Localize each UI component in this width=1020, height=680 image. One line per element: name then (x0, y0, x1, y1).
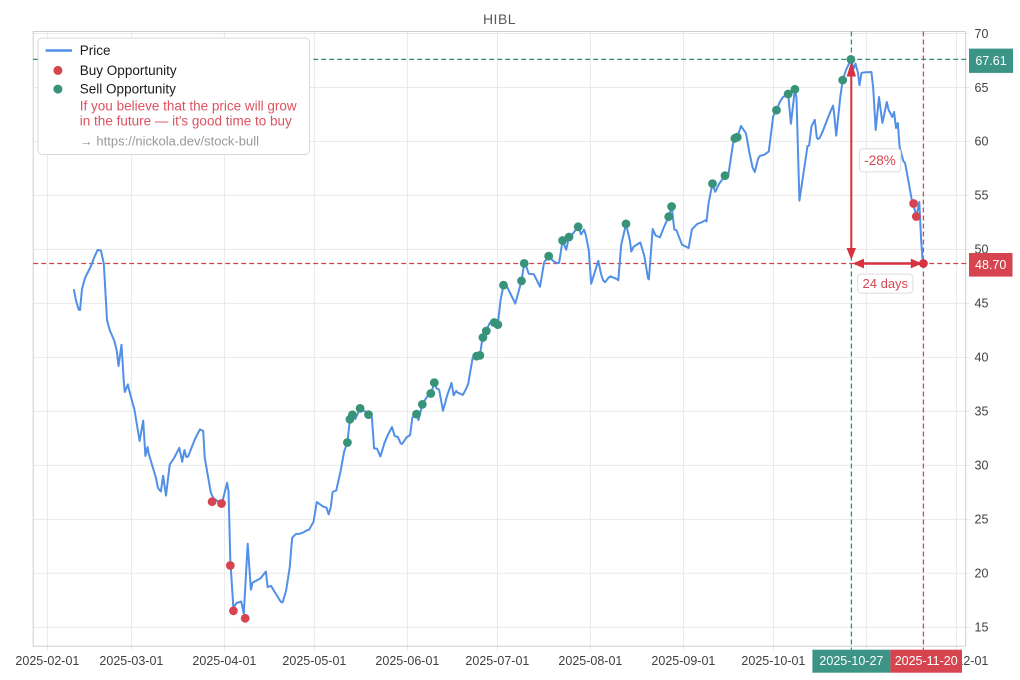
svg-text:2025-10-27: 2025-10-27 (819, 654, 883, 668)
svg-text:2025-03-01: 2025-03-01 (99, 654, 163, 668)
svg-text:2025-10-01: 2025-10-01 (741, 654, 805, 668)
svg-text:→ https://nickola.dev/stock-bu: → https://nickola.dev/stock-bull (80, 133, 259, 148)
svg-text:15: 15 (975, 621, 989, 635)
svg-text:2025-08-01: 2025-08-01 (558, 654, 622, 668)
svg-text:30: 30 (975, 459, 989, 473)
svg-text:If you believe that the price: If you believe that the price will grow (80, 99, 297, 114)
svg-text:67.61: 67.61 (975, 54, 1006, 68)
svg-text:40: 40 (975, 351, 989, 365)
svg-text:Sell Opportunity: Sell Opportunity (80, 82, 176, 97)
svg-text:60: 60 (975, 135, 989, 149)
svg-text:Price: Price (80, 43, 111, 58)
svg-text:2025-07-01: 2025-07-01 (465, 654, 529, 668)
svg-text:45: 45 (975, 297, 989, 311)
svg-text:55: 55 (975, 189, 989, 203)
svg-text:2025-05-01: 2025-05-01 (282, 654, 346, 668)
svg-text:2025-02-01: 2025-02-01 (15, 654, 79, 668)
svg-text:2025-09-01: 2025-09-01 (651, 654, 715, 668)
svg-text:70: 70 (975, 27, 989, 41)
svg-text:25: 25 (975, 513, 989, 527)
svg-text:65: 65 (975, 81, 989, 95)
svg-text:-28%: -28% (864, 153, 896, 168)
svg-text:20: 20 (975, 567, 989, 581)
svg-text:Buy Opportunity: Buy Opportunity (80, 63, 177, 78)
svg-text:2025-11-20: 2025-11-20 (895, 654, 958, 668)
svg-text:48.70: 48.70 (975, 258, 1006, 272)
svg-text:24 days: 24 days (863, 276, 909, 291)
svg-text:HIBL: HIBL (483, 11, 516, 27)
svg-text:2025-06-01: 2025-06-01 (375, 654, 439, 668)
svg-text:2025-04-01: 2025-04-01 (192, 654, 256, 668)
svg-text:in the future — it's good time: in the future — it's good time to buy (80, 114, 292, 129)
svg-text:35: 35 (975, 405, 989, 419)
